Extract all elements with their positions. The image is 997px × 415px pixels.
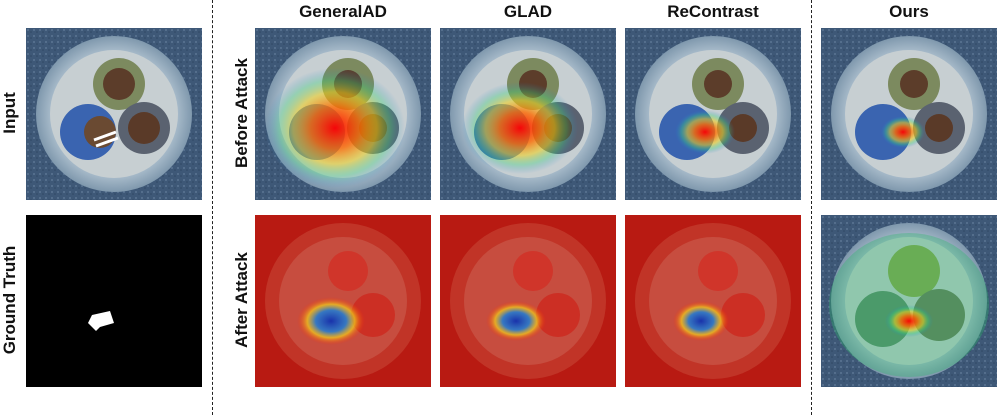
generalad-after-attack — [255, 215, 431, 387]
column-header-recontrast: ReContrast — [667, 2, 759, 21]
row-header-before-attack: Before Attack — [232, 58, 251, 168]
row-header-ground-truth: Ground Truth — [0, 245, 19, 355]
column-header-generalad: GeneralAD — [299, 2, 387, 21]
divider-left — [212, 0, 213, 415]
ours-after-attack — [821, 215, 997, 387]
input-image — [26, 28, 202, 200]
row-header-after-attack: After Attack — [232, 252, 251, 348]
glad-before-attack — [440, 28, 616, 200]
divider-right — [811, 0, 812, 415]
column-header-glad: GLAD — [503, 2, 553, 21]
column-header-ours: Ours — [889, 2, 929, 21]
row-header-input: Input — [0, 92, 19, 134]
ground-truth-mask — [26, 215, 202, 387]
generalad-before-attack — [255, 28, 431, 200]
ours-before-attack — [821, 28, 997, 200]
recontrast-before-attack — [625, 28, 801, 200]
glad-after-attack — [440, 215, 616, 387]
recontrast-after-attack — [625, 215, 801, 387]
